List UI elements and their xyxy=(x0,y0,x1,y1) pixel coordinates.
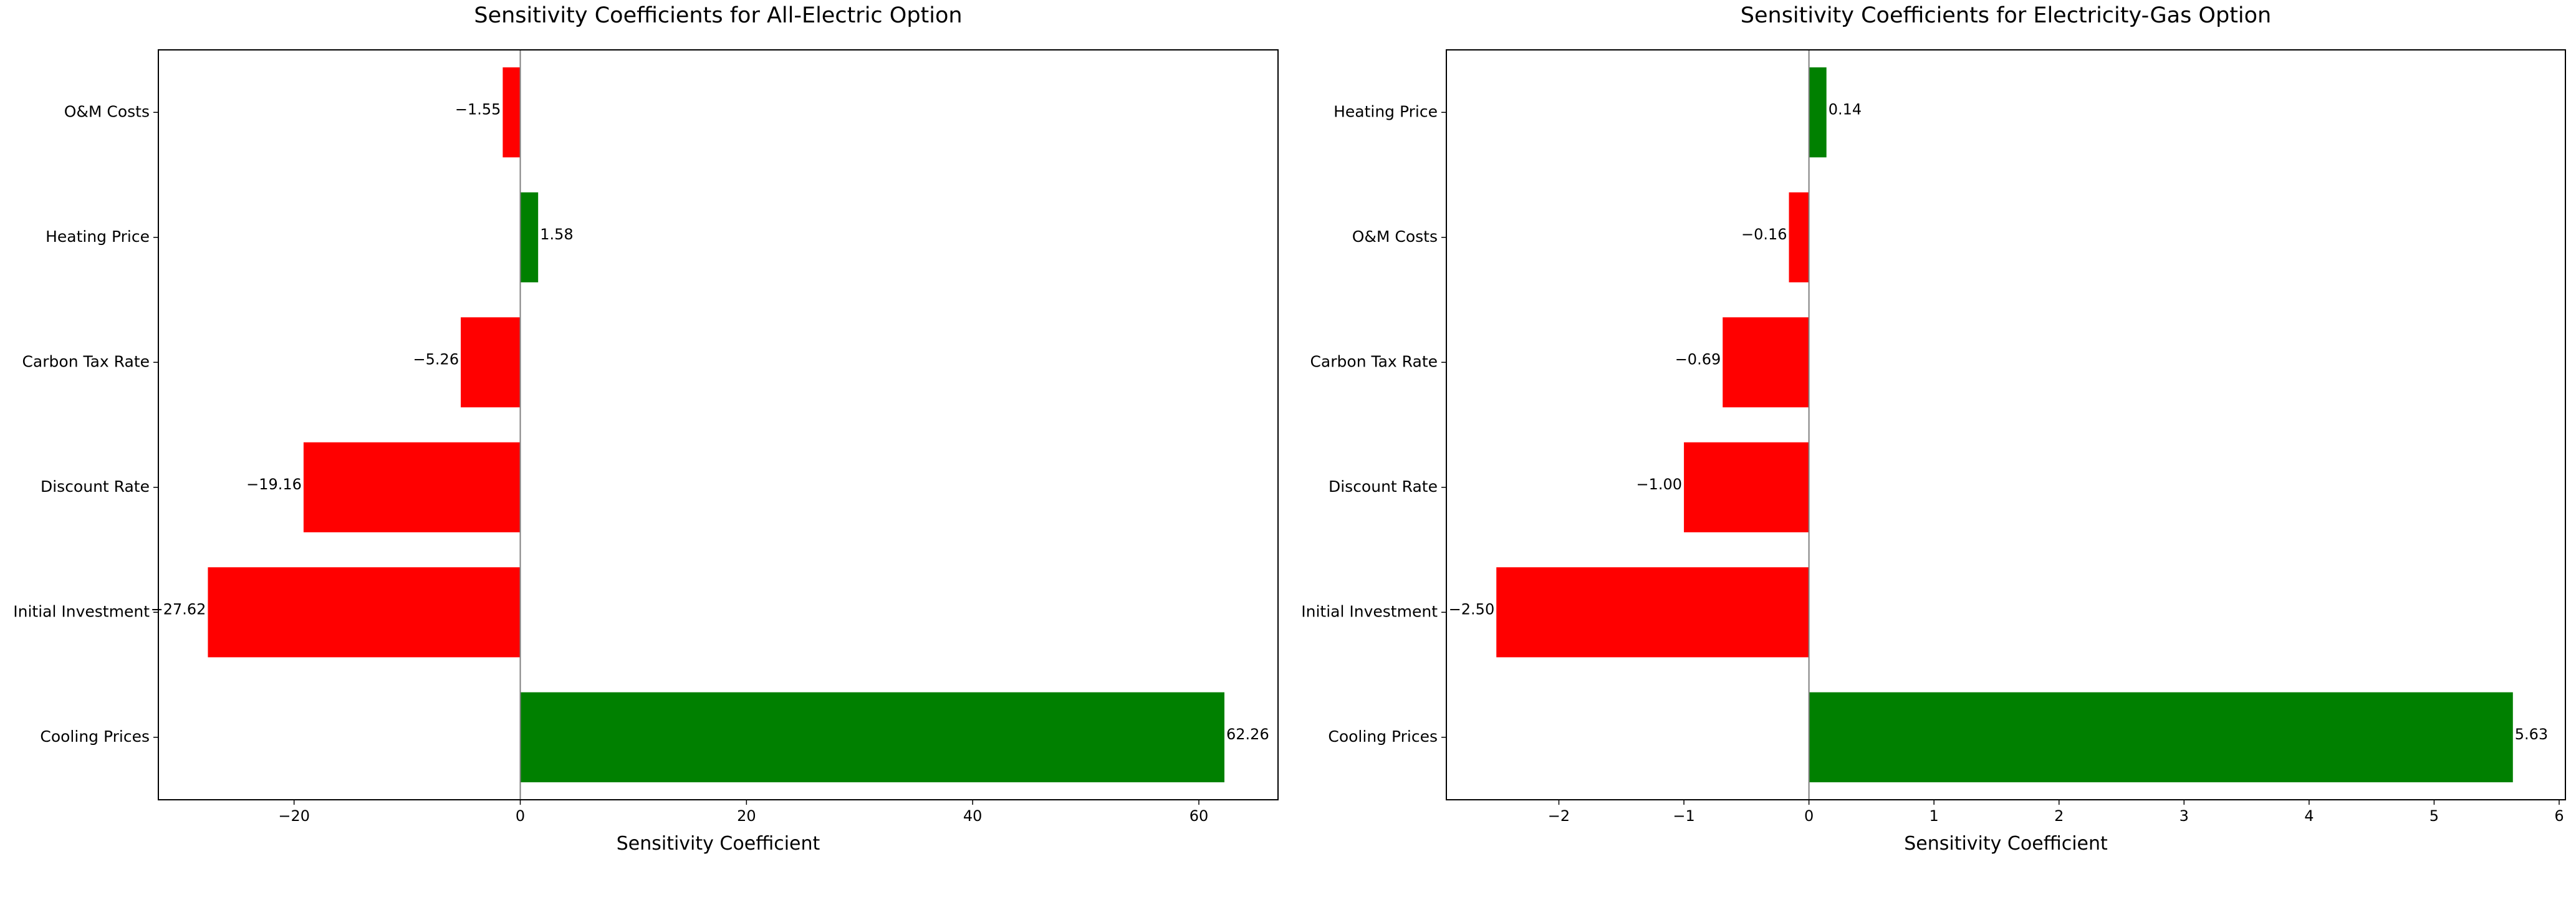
value-label: −1.00 xyxy=(1636,476,1683,493)
chart-panel-2: Sensitivity Coefficients for Electricity… xyxy=(1301,3,2566,855)
bar xyxy=(520,192,539,282)
value-label: 5.63 xyxy=(2515,726,2548,743)
category-label: Carbon Tax Rate xyxy=(1310,352,1438,370)
x-axis-label: Sensitivity Coefficient xyxy=(1904,833,2108,855)
category-label: Initial Investment xyxy=(1301,602,1438,620)
value-label: −0.16 xyxy=(1741,226,1787,243)
bar xyxy=(1809,692,2513,782)
bar xyxy=(1723,317,1809,408)
chart-title: Sensitivity Coefficients for All-Electri… xyxy=(474,3,962,28)
category-label: Carbon Tax Rate xyxy=(22,352,150,370)
x-tick-label: 5 xyxy=(2429,807,2439,825)
category-label: Heating Price xyxy=(1334,102,1438,120)
value-label: 0.14 xyxy=(1829,100,1862,118)
x-tick-label: 4 xyxy=(2304,807,2314,825)
category-label: Initial Investment xyxy=(13,602,150,620)
x-tick-label: 60 xyxy=(1189,807,1209,825)
x-tick-label: −2 xyxy=(1548,807,1570,825)
bar xyxy=(1496,567,1809,658)
value-label: −0.69 xyxy=(1675,350,1721,368)
x-tick-label: 40 xyxy=(963,807,983,825)
bar xyxy=(1809,67,1827,158)
chart-title: Sensitivity Coefficients for Electricity… xyxy=(1741,3,2271,28)
x-tick-label: 0 xyxy=(1804,807,1814,825)
plot-frame xyxy=(1446,49,2566,800)
x-tick-label: 6 xyxy=(2554,807,2564,825)
bar xyxy=(502,67,521,158)
x-tick-label: 20 xyxy=(737,807,756,825)
category-label: Heating Price xyxy=(46,228,150,246)
value-label: 1.58 xyxy=(540,226,573,243)
x-tick-label: 0 xyxy=(516,807,525,825)
bar xyxy=(1789,192,1809,282)
bar xyxy=(520,692,1225,782)
value-label: −1.55 xyxy=(455,100,501,118)
category-label: Cooling Prices xyxy=(40,727,150,746)
value-label: −19.16 xyxy=(246,476,302,493)
bar xyxy=(208,567,521,658)
category-label: Cooling Prices xyxy=(1328,727,1438,746)
plot-frame xyxy=(158,49,1279,800)
x-tick-label: −1 xyxy=(1673,807,1694,825)
x-axis-label: Sensitivity Coefficient xyxy=(617,833,820,855)
category-label: O&M Costs xyxy=(1352,228,1438,246)
bar xyxy=(303,442,521,532)
value-label: −5.26 xyxy=(413,350,459,368)
value-label: −27.62 xyxy=(151,600,206,618)
value-label: 62.26 xyxy=(1226,726,1269,743)
category-label: O&M Costs xyxy=(64,102,150,120)
value-label: −2.50 xyxy=(1449,600,1495,618)
category-label: Discount Rate xyxy=(1329,477,1438,496)
x-tick-label: −20 xyxy=(278,807,310,825)
x-tick-label: 3 xyxy=(2180,807,2189,825)
chart-panel-1: Sensitivity Coefficients for All-Electri… xyxy=(13,3,1279,855)
x-tick-label: 1 xyxy=(1930,807,1939,825)
x-tick-label: 2 xyxy=(2054,807,2064,825)
bar xyxy=(461,317,521,408)
category-label: Discount Rate xyxy=(41,477,150,496)
bar xyxy=(1684,442,1809,532)
